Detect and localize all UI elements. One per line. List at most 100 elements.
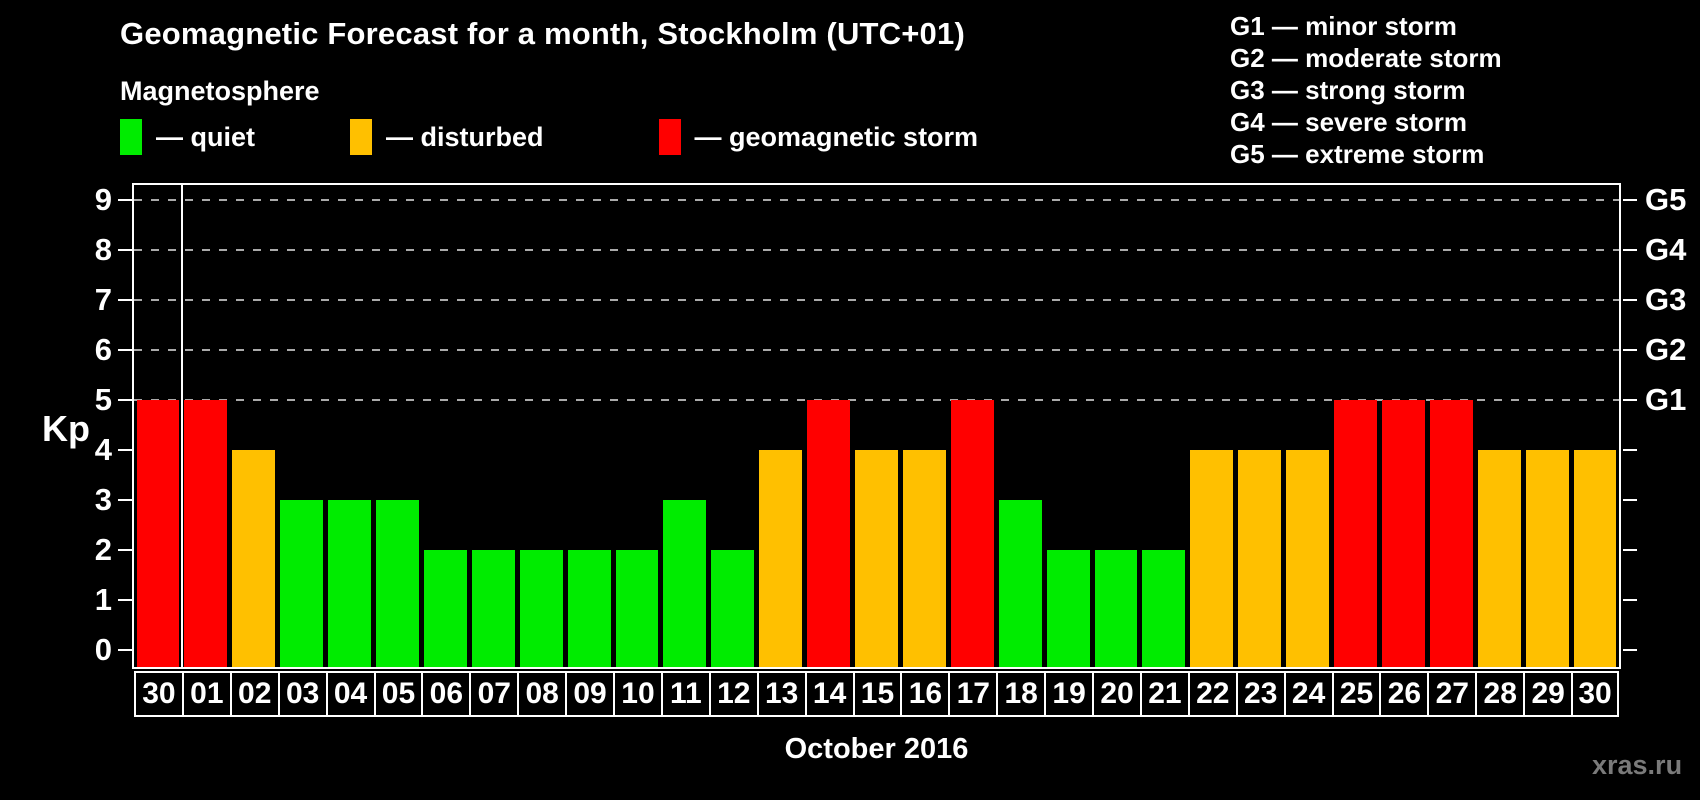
bar-day-14 xyxy=(807,400,851,667)
right-axis-label-g3: G3 xyxy=(1645,282,1687,317)
right-tick-kp8 xyxy=(1623,249,1637,251)
bar-day-05 xyxy=(376,500,419,667)
left-tick-kp3 xyxy=(118,499,132,501)
bar-day-23 xyxy=(1238,450,1282,667)
chart-title: Geomagnetic Forecast for a month, Stockh… xyxy=(120,16,965,51)
bar-day-24 xyxy=(1286,450,1330,667)
left-tick-kp2 xyxy=(118,549,132,551)
legend-label-quiet: — quiet xyxy=(156,121,255,152)
day-cell-13: 13 xyxy=(756,671,807,717)
right-axis-label-g2: G2 xyxy=(1645,332,1687,367)
day-cell-03: 03 xyxy=(277,671,328,717)
day-cell-16: 16 xyxy=(900,671,951,717)
y-tick-label-2: 2 xyxy=(94,532,112,567)
left-tick-kp0 xyxy=(118,649,132,651)
left-tick-kp4 xyxy=(118,449,132,451)
day-cell-04: 04 xyxy=(325,671,376,717)
bar-day-30 xyxy=(1573,450,1617,667)
magnetosphere-legend: — quiet — disturbed — geomagnetic storm xyxy=(120,117,1120,157)
left-tick-kp1 xyxy=(118,599,132,601)
g-scale-legend: G1 — minor storm G2 — moderate storm G3 … xyxy=(1230,10,1502,170)
bar-day-15 xyxy=(855,450,898,667)
day-cell-12: 12 xyxy=(708,671,759,717)
day-cell-10: 10 xyxy=(613,671,663,717)
right-axis-label-g5: G5 xyxy=(1645,182,1687,217)
gridline-kp6 xyxy=(134,349,1619,351)
right-tick-kp2 xyxy=(1623,549,1637,551)
day-label-row: 30 01 02 03 04 05 06 07 08 09 10 11 12 13 14 15 16 17 18 19… xyxy=(134,671,1619,717)
left-tick-kp7 xyxy=(118,299,132,301)
left-tick-kp6 xyxy=(118,349,132,351)
day-cell-11: 11 xyxy=(660,671,711,717)
right-tick-kp0 xyxy=(1623,649,1637,651)
day-cell-30: 30 xyxy=(134,671,184,717)
bar-day-18 xyxy=(998,500,1042,667)
watermark: xras.ru xyxy=(1592,750,1683,780)
day-cell-19: 19 xyxy=(1044,671,1095,717)
bar-day-10 xyxy=(615,550,659,667)
day-cell-24: 24 xyxy=(1283,671,1334,717)
bar-day-16 xyxy=(902,450,946,667)
bar-day-20 xyxy=(1094,550,1138,667)
day-cell-22: 22 xyxy=(1187,671,1238,717)
y-axis-label: Kp xyxy=(42,408,90,449)
day-cell-05: 05 xyxy=(373,671,424,717)
y-tick-label-8: 8 xyxy=(94,232,112,267)
bar-day-03 xyxy=(280,500,324,667)
y-tick-label-3: 3 xyxy=(94,482,112,517)
x-axis-label: October 2016 xyxy=(784,733,969,765)
bar-day-17 xyxy=(950,400,994,667)
day-cell-29: 29 xyxy=(1523,671,1574,717)
bar-day-11 xyxy=(663,500,707,667)
y-tick-label-4: 4 xyxy=(94,432,112,467)
right-tick-kp4 xyxy=(1623,449,1637,451)
day-cell-15: 15 xyxy=(852,671,903,717)
day-cell-25: 25 xyxy=(1331,671,1382,717)
legend-label-storm: — geomagnetic storm xyxy=(694,121,979,152)
gridline-kp5 xyxy=(134,399,1619,401)
plot-area xyxy=(132,183,1621,669)
day-cell-14: 14 xyxy=(804,671,855,717)
g4-legend-line: G4 — severe storm xyxy=(1230,107,1468,137)
bar-day-25 xyxy=(1334,400,1377,667)
right-tick-kp3 xyxy=(1623,499,1637,501)
left-tick-kp9 xyxy=(118,199,132,201)
right-tick-kp7 xyxy=(1623,299,1637,301)
day-cell-21: 21 xyxy=(1139,671,1190,717)
left-tick-kp5 xyxy=(118,399,132,401)
bar-day-12 xyxy=(711,550,755,667)
bar-day-27 xyxy=(1429,400,1473,667)
g2-legend-line: G2 — moderate storm xyxy=(1230,43,1502,73)
day-cell-02: 02 xyxy=(229,671,280,717)
day-cell-01: 01 xyxy=(181,671,232,717)
bar-day-01 xyxy=(184,400,228,667)
day-cell-26: 26 xyxy=(1379,671,1430,717)
y-tick-label-1: 1 xyxy=(94,582,112,617)
right-tick-kp9 xyxy=(1623,199,1637,201)
storm-color-swatch xyxy=(658,119,681,155)
bar-day-08 xyxy=(519,550,563,667)
legend-label-disturbed: — disturbed xyxy=(386,121,544,152)
day-cell-27: 27 xyxy=(1427,671,1478,717)
gridline-kp7 xyxy=(134,299,1619,301)
bar-day-22 xyxy=(1190,450,1234,667)
day-cell-28: 28 xyxy=(1475,671,1526,717)
y-tick-label-7: 7 xyxy=(94,282,112,317)
day-cell-30: 30 xyxy=(1571,671,1619,717)
legend-item-disturbed: — disturbed xyxy=(350,119,544,155)
y-tick-label-0: 0 xyxy=(94,632,112,667)
bar-day-29 xyxy=(1525,450,1569,667)
month-separator-line xyxy=(180,185,183,667)
left-tick-kp8 xyxy=(118,249,132,251)
bar-day-28 xyxy=(1477,450,1521,667)
right-axis-label-g4: G4 xyxy=(1645,232,1687,267)
bar-day-06 xyxy=(423,550,467,667)
quiet-color-swatch xyxy=(120,119,142,155)
day-cell-18: 18 xyxy=(996,671,1047,717)
y-tick-label-5: 5 xyxy=(94,382,112,417)
bar-day-26 xyxy=(1381,400,1425,667)
bar-day-04 xyxy=(328,500,371,667)
right-axis-label-g1: G1 xyxy=(1645,382,1687,417)
g1-legend-line: G1 — minor storm xyxy=(1230,11,1457,41)
